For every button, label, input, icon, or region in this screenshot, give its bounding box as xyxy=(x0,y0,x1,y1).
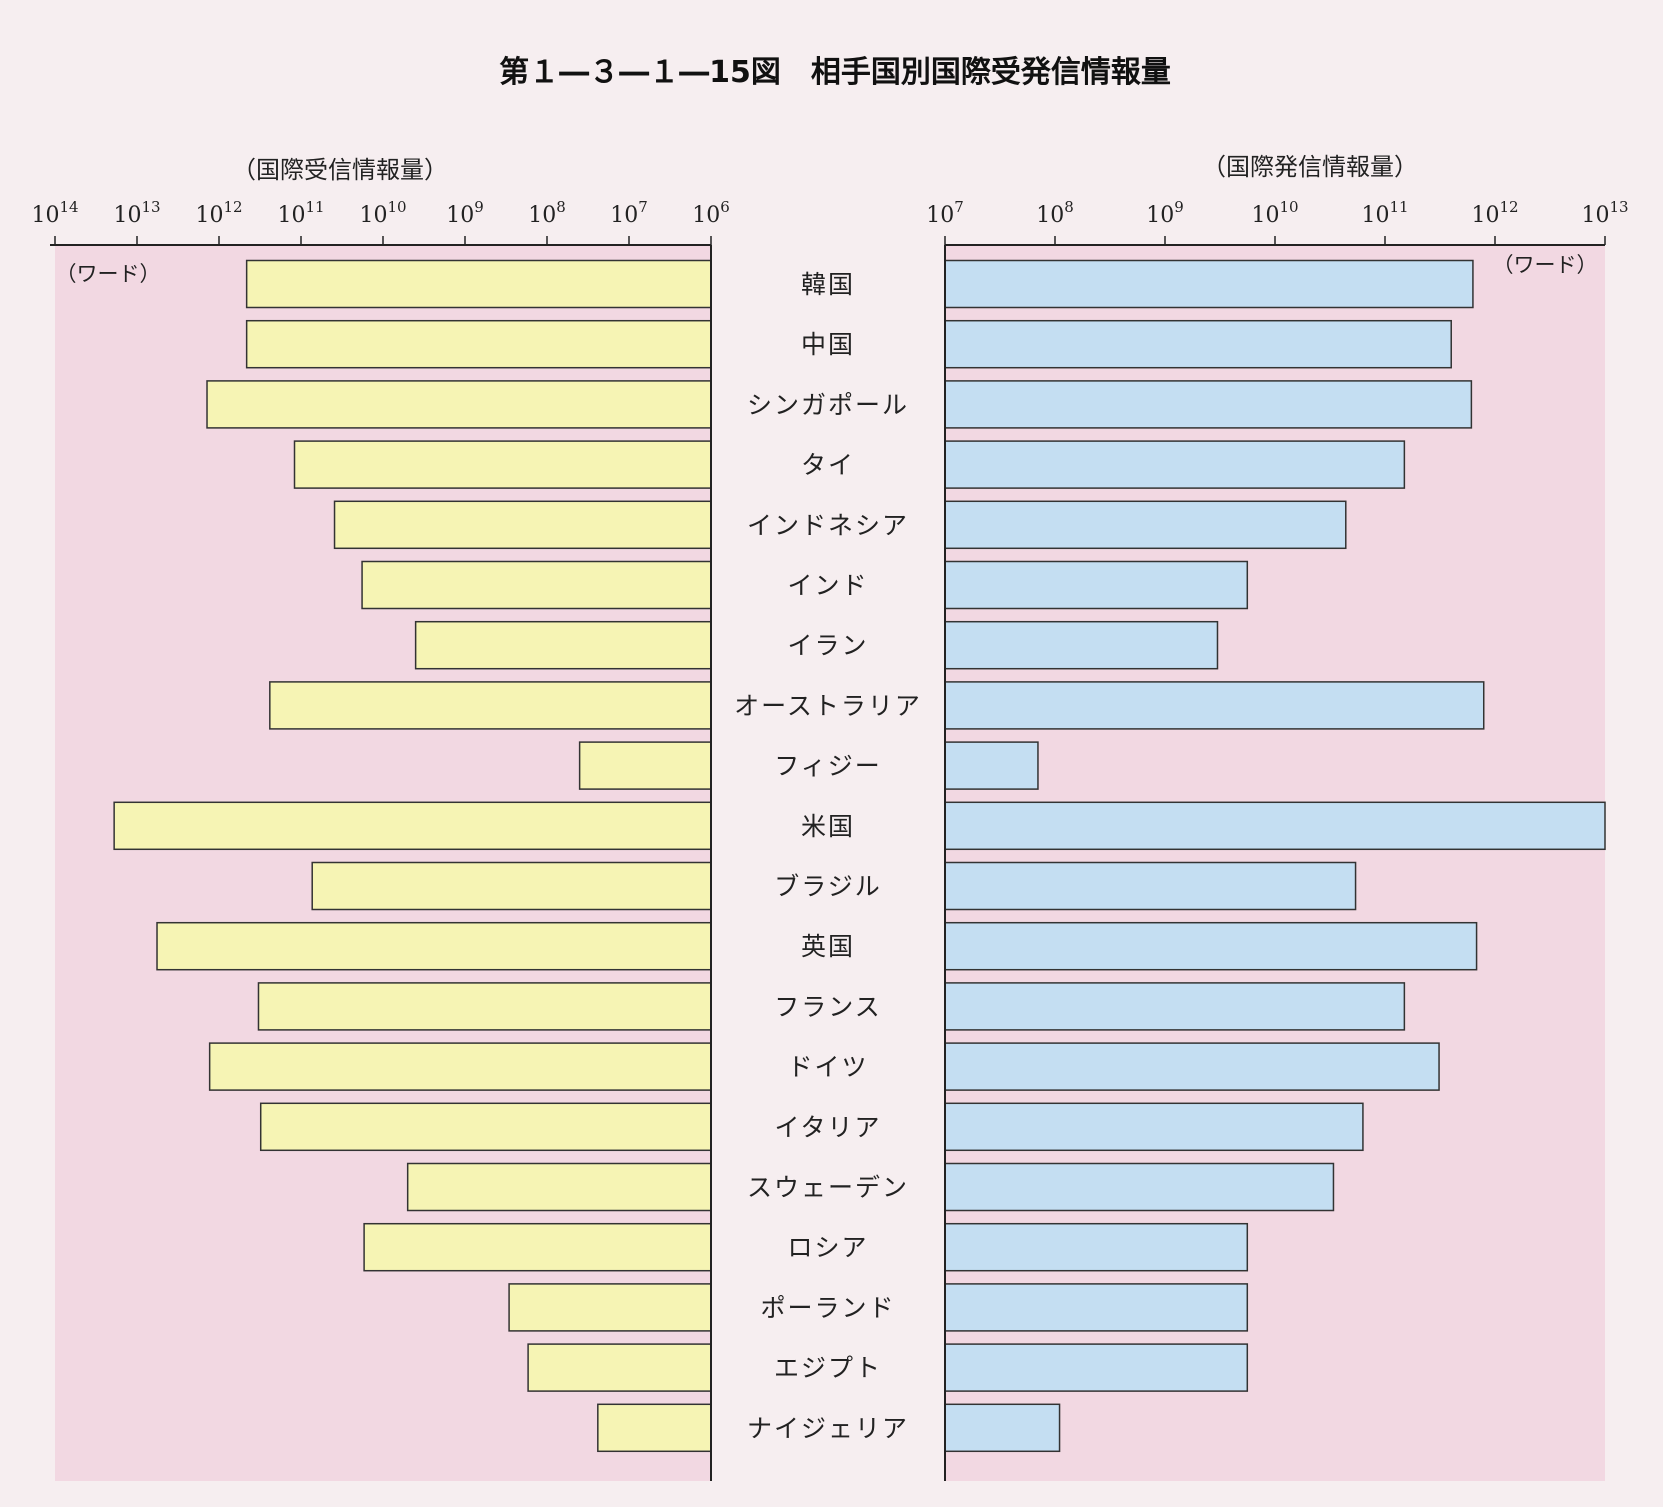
left-tick-label: 1012 xyxy=(195,198,242,228)
receive-bar xyxy=(361,560,712,610)
send-bar xyxy=(944,1283,1249,1332)
bar-marks xyxy=(113,259,1606,1453)
receive-bar xyxy=(206,380,712,429)
send-bar xyxy=(944,741,1039,790)
receive-bar xyxy=(245,319,712,369)
country-label: ロシア xyxy=(787,1233,868,1262)
left-tick-label: 106 xyxy=(692,198,730,228)
country-label: フィジー xyxy=(774,752,882,781)
right-tick-label: 1010 xyxy=(1251,198,1298,228)
country-label: フランス xyxy=(774,992,882,1021)
send-bar xyxy=(944,380,1473,429)
receive-bar xyxy=(113,801,712,851)
country-label: インド xyxy=(787,571,868,600)
send-bar xyxy=(944,982,1406,1031)
receive-bar xyxy=(245,259,712,309)
receive-bar xyxy=(208,1042,712,1091)
country-label: イラン xyxy=(787,631,868,660)
right-tick-label: 1012 xyxy=(1471,198,1518,228)
country-label: ドイツ xyxy=(787,1053,868,1082)
send-bar xyxy=(944,1222,1249,1272)
receive-bar xyxy=(257,982,712,1031)
send-bar xyxy=(944,620,1219,670)
left-unit-label: （ワード） xyxy=(56,262,161,286)
right-tick-label: 1013 xyxy=(1581,198,1628,228)
receive-bar xyxy=(333,500,712,550)
country-label: ブラジル xyxy=(774,872,882,901)
chart-title: 第１―３―１―15図 相手国別国際受発信情報量 xyxy=(499,55,1171,90)
left-tick-label: 1011 xyxy=(277,198,324,228)
receive-bar xyxy=(259,1102,712,1152)
country-label: 韓国 xyxy=(801,270,855,299)
left-tick-label: 1014 xyxy=(31,198,78,228)
left-tick-label: 1010 xyxy=(359,198,406,228)
country-label: 米国 xyxy=(801,812,855,841)
country-label: エジプト xyxy=(774,1354,882,1383)
right-tick-label: 1011 xyxy=(1361,198,1408,228)
left-axis-ticks: 1014 1013 1012 1011 1010 109 108 107 106 xyxy=(31,198,730,245)
receive-bar xyxy=(597,1403,712,1453)
send-bar xyxy=(944,1403,1061,1453)
send-bar xyxy=(944,681,1485,730)
country-label: 英国 xyxy=(801,932,855,961)
right-axis-ticks: 107 108 109 1010 1011 1012 1013 xyxy=(926,198,1629,245)
country-label: ポーランド xyxy=(760,1293,895,1322)
send-bar xyxy=(944,1343,1249,1392)
receive-bar xyxy=(311,861,712,911)
right-tick-label: 109 xyxy=(1146,198,1184,228)
right-axis-title: （国際発信情報量） xyxy=(1202,153,1418,181)
send-bar xyxy=(944,319,1452,369)
send-bar xyxy=(944,801,1606,851)
right-tick-label: 108 xyxy=(1036,198,1074,228)
send-bar xyxy=(944,1102,1364,1152)
send-bar xyxy=(944,560,1249,610)
receive-bar xyxy=(414,620,712,670)
country-label: イタリア xyxy=(774,1113,881,1142)
left-tick-label: 107 xyxy=(610,198,648,228)
country-label: シンガポール xyxy=(747,390,909,419)
country-label: 中国 xyxy=(801,330,855,359)
receive-bar xyxy=(269,681,712,730)
left-tick-label: 108 xyxy=(528,198,566,228)
right-unit-label: （ワード） xyxy=(1493,253,1598,277)
country-label: タイ xyxy=(801,451,855,480)
receive-bar xyxy=(578,741,712,790)
send-bar xyxy=(944,500,1347,550)
send-bar xyxy=(944,1042,1440,1091)
country-label: スウェーデン xyxy=(747,1173,909,1202)
axis-lines xyxy=(50,244,1605,1481)
receive-bar xyxy=(156,921,712,971)
receive-bar xyxy=(293,440,712,489)
country-labels: 韓国中国シンガポールタイインドネシアインドイランオーストラリアフィジー米国ブラジ… xyxy=(734,270,922,1443)
receive-bar xyxy=(363,1222,712,1272)
send-bar xyxy=(944,921,1478,971)
country-label: ナイジェリア xyxy=(747,1414,909,1443)
left-axis-title: （国際受信情報量） xyxy=(232,156,448,184)
send-bar xyxy=(944,259,1474,309)
receive-bar xyxy=(406,1162,712,1212)
left-tick-label: 109 xyxy=(446,198,484,228)
receive-bar xyxy=(527,1343,712,1392)
receive-bar xyxy=(508,1283,712,1332)
send-bar xyxy=(944,1162,1335,1212)
send-bar xyxy=(944,861,1357,911)
country-label: インドネシア xyxy=(747,511,909,540)
right-tick-label: 107 xyxy=(926,198,964,228)
send-bar xyxy=(944,440,1406,489)
left-tick-label: 1013 xyxy=(113,198,160,228)
country-label: オーストラリア xyxy=(734,691,922,720)
